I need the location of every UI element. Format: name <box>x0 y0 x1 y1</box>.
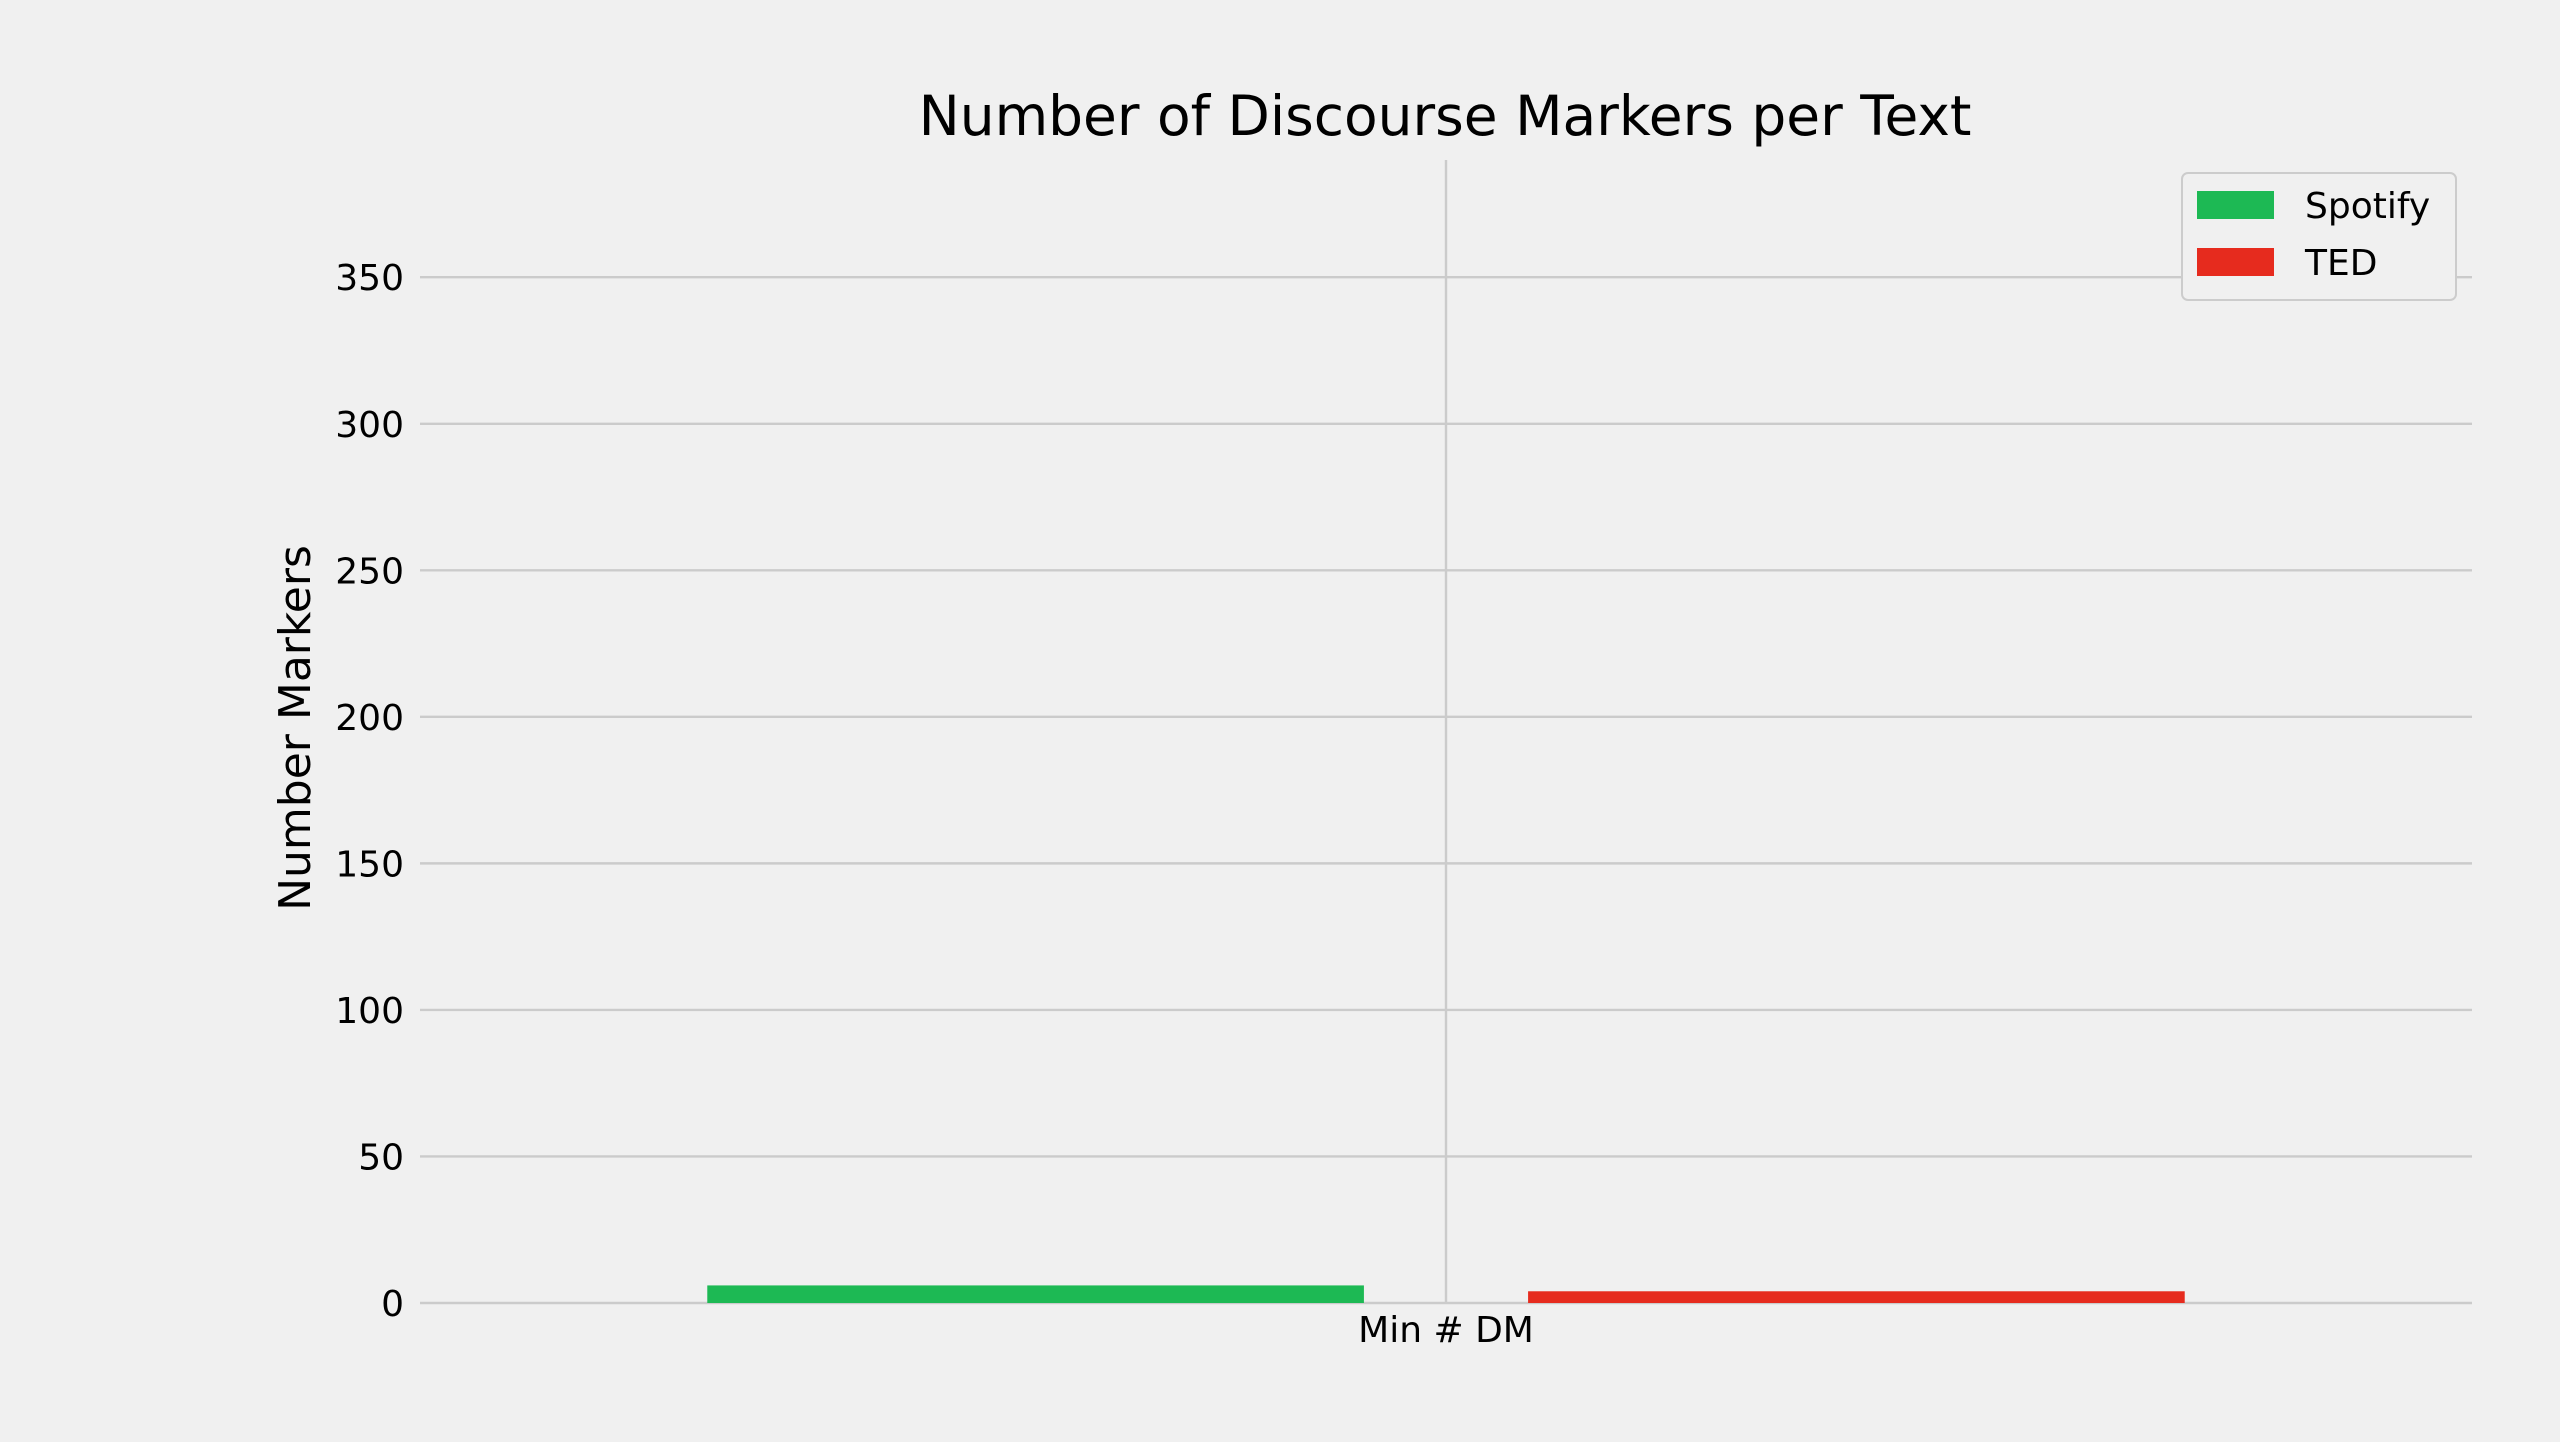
y-tick-label: 250 <box>335 551 404 592</box>
y-tick-labels: 0 50 100 150 200 250 300 350 <box>335 258 404 1325</box>
legend: Spotify TED <box>2181 172 2457 301</box>
x-tick-label: Min # DM <box>1358 1310 1534 1351</box>
legend-swatch-ted <box>2197 248 2274 276</box>
legend-label-ted: TED <box>2304 243 2377 284</box>
y-tick-label: 0 <box>381 1284 404 1325</box>
y-tick-label: 200 <box>335 698 404 739</box>
y-tick-label: 300 <box>335 405 404 446</box>
bars <box>707 1285 2185 1303</box>
y-axis-label: Number Markers <box>270 545 321 911</box>
y-tick-label: 100 <box>335 991 404 1032</box>
legend-swatch-spotify <box>2197 191 2274 219</box>
gridlines <box>420 160 2472 1305</box>
legend-label-spotify: Spotify <box>2305 186 2430 227</box>
y-tick-label: 150 <box>335 844 404 885</box>
y-tick-label: 350 <box>335 258 404 299</box>
y-tick-label: 50 <box>358 1137 404 1178</box>
chart-title: Number of Discourse Markers per Text <box>919 84 1972 148</box>
bar-ted <box>1528 1291 2185 1303</box>
bar-spotify <box>707 1285 1364 1303</box>
x-tick-labels: Min # DM <box>1358 1310 1534 1351</box>
